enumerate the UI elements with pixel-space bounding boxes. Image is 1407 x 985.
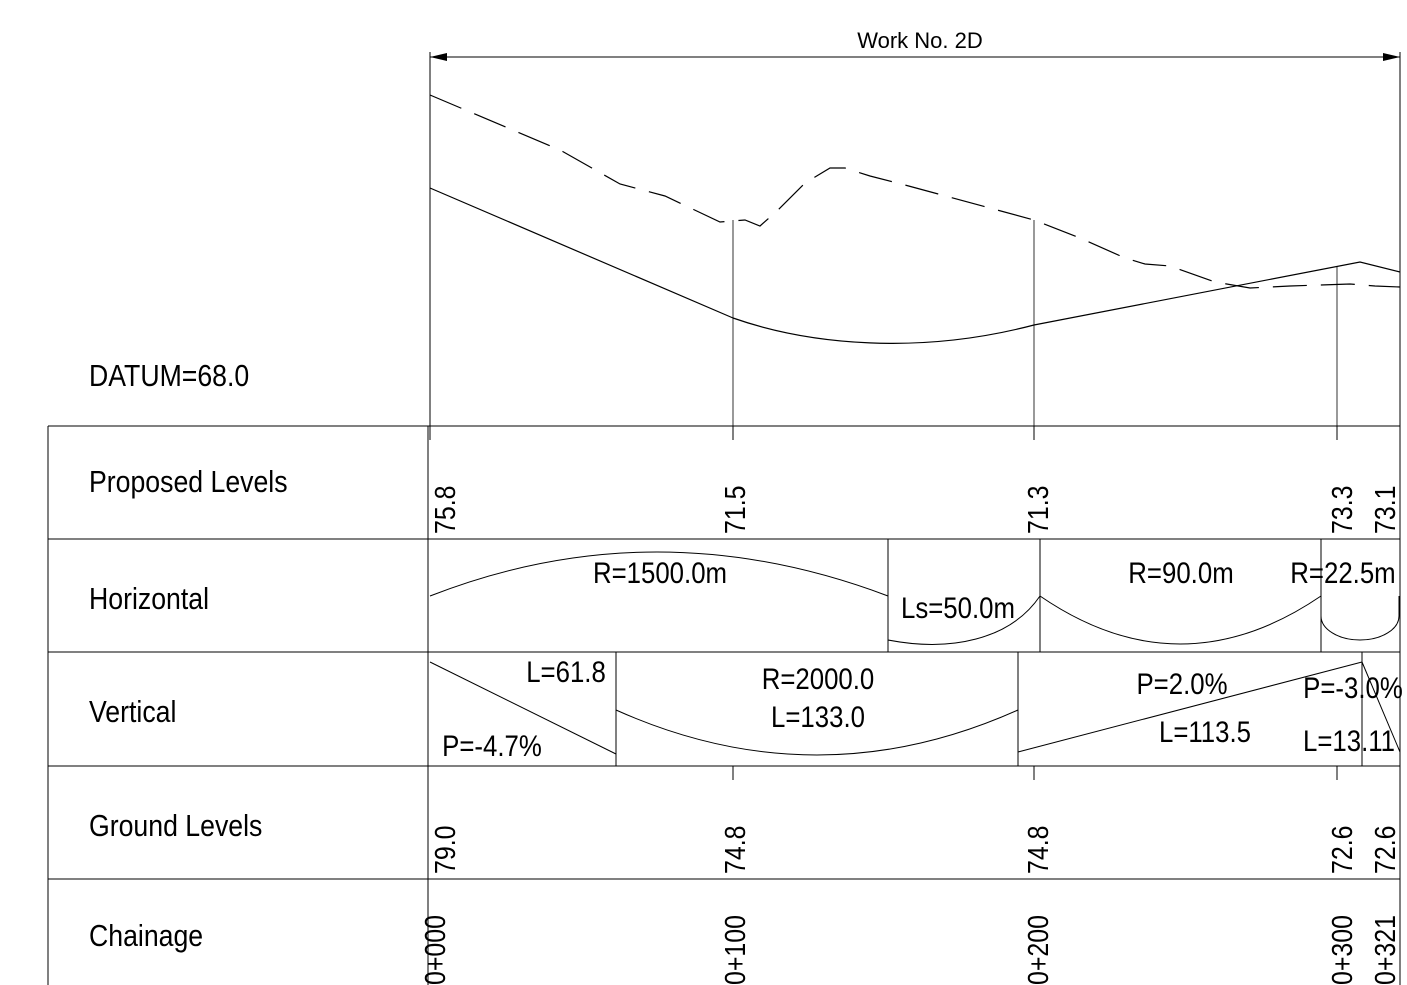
chainage-value: 0+200 <box>1022 915 1054 985</box>
row-label-vertical: Vertical <box>89 695 176 729</box>
ground-level-value: 79.0 <box>429 825 461 874</box>
horizontal-curve-r1500 <box>429 551 889 597</box>
proposed-level-value: 71.5 <box>719 485 751 534</box>
title-dimension: Work No. 2D <box>429 28 1401 440</box>
ground-level-value: 74.8 <box>1022 825 1054 874</box>
data-table <box>47 425 1401 985</box>
horizontal-element-label: Ls=50.0m <box>901 591 1015 624</box>
ground-level-value: 72.6 <box>1369 825 1401 874</box>
horizontal-labels: R=1500.0m Ls=50.0m R=90.0m R=22.5m <box>593 556 1396 624</box>
row-labels: Proposed Levels Horizontal Vertical Grou… <box>89 465 288 953</box>
chainage-value: 0+100 <box>719 915 751 985</box>
profile-area <box>429 94 1401 440</box>
chainages: 0+000 0+100 0+200 0+300 0+321 <box>419 915 1401 985</box>
chainage-value: 0+000 <box>419 915 451 985</box>
vertical-length-label: L=133.0 <box>771 700 865 733</box>
ground-level-value: 72.6 <box>1326 825 1358 874</box>
vertical-grade-up <box>1017 661 1363 753</box>
vertical-grade-label: P=-4.7% <box>442 729 542 762</box>
vertical-grade-down <box>429 661 617 755</box>
vertical-sag-curve <box>615 709 1019 756</box>
vertical-length-label: L=113.5 <box>1159 715 1251 748</box>
proposed-level-value: 71.3 <box>1022 485 1054 534</box>
proposed-levels: 75.8 71.5 71.3 73.3 73.1 <box>429 485 1401 534</box>
horizontal-alignment <box>429 539 1400 652</box>
chainage-value: 0+321 <box>1369 915 1401 985</box>
horizontal-curve-r22 <box>1320 596 1400 641</box>
arrow-left-icon <box>430 53 447 61</box>
vertical-length-label: L=61.8 <box>526 655 606 688</box>
ground-levels: 79.0 74.8 74.8 72.6 72.6 <box>429 825 1401 874</box>
vertical-grade-label: P=2.0% <box>1136 667 1227 700</box>
row-label-chainage: Chainage <box>89 919 203 953</box>
row-label-ground: Ground Levels <box>89 809 262 843</box>
horizontal-element-label: R=1500.0m <box>593 556 727 589</box>
arrow-right-icon <box>1383 53 1400 61</box>
horizontal-curve-r90 <box>1039 595 1322 645</box>
drawing-title: Work No. 2D <box>857 28 983 53</box>
ground-level-value: 74.8 <box>719 825 751 874</box>
proposed-level-value: 73.3 <box>1326 485 1358 534</box>
vertical-radius-label: R=2000.0 <box>762 662 875 695</box>
chainage-value: 0+300 <box>1326 915 1358 985</box>
row-label-horizontal: Horizontal <box>89 582 209 616</box>
proposed-level-value: 73.1 <box>1369 485 1401 534</box>
vertical-labels: L=61.8 P=-4.7% R=2000.0 L=133.0 P=2.0% L… <box>442 655 1403 762</box>
vertical-grade-label: P=-3.0% <box>1303 671 1403 704</box>
horizontal-spiral <box>887 595 1041 645</box>
proposed-level-value: 75.8 <box>429 485 461 534</box>
horizontal-element-label: R=90.0m <box>1128 556 1233 589</box>
proposed-profile-line <box>429 187 1401 344</box>
row-label-proposed: Proposed Levels <box>89 465 288 499</box>
ground-profile-line <box>429 94 1401 289</box>
vertical-alignment <box>429 652 1401 766</box>
datum-label: DATUM=68.0 <box>89 359 249 393</box>
horizontal-element-label: R=22.5m <box>1290 556 1395 589</box>
vertical-length-label: L=13.11 <box>1303 724 1395 757</box>
vertical-grade-final <box>1361 661 1401 753</box>
